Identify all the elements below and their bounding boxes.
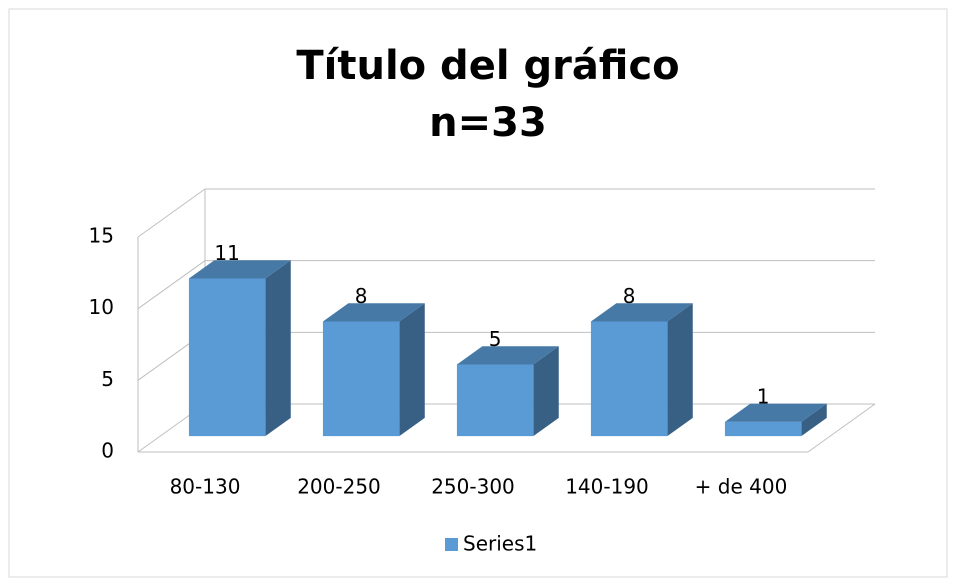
y-tick-label: 15 [89, 224, 114, 248]
floor-right-edge [807, 403, 876, 453]
bar-face [188, 278, 266, 437]
x-tick-label: 80-130 [170, 475, 241, 499]
bar-face [456, 346, 559, 365]
x-tick-label: 200-250 [297, 475, 381, 499]
bar-face [188, 260, 291, 279]
y-tick-label: 5 [101, 367, 114, 391]
legend-label: Series1 [463, 532, 537, 556]
data-label: 8 [623, 284, 636, 308]
data-label: 5 [489, 327, 502, 351]
bar-face [801, 403, 827, 437]
bar-face [724, 403, 827, 422]
bar-face [456, 364, 534, 437]
bar [322, 303, 425, 437]
x-tick-label: + de 400 [695, 475, 788, 499]
bar-face [265, 260, 291, 437]
bar-face [322, 321, 400, 437]
x-tick-label: 140-190 [565, 475, 649, 499]
bar-face [667, 303, 693, 437]
bar [188, 260, 291, 437]
grid-line [137, 260, 206, 310]
y-tick-label: 10 [89, 295, 114, 319]
x-tick-label: 250-300 [431, 475, 515, 499]
y-tick-label: 0 [101, 439, 114, 463]
data-label: 11 [214, 241, 239, 265]
chart-subtitle: n=33 [429, 100, 547, 146]
bar-face [724, 421, 802, 437]
legend-swatch [445, 538, 458, 551]
chart-title: Título del gráfico [296, 43, 679, 89]
bar [456, 346, 559, 437]
data-label: 1 [757, 384, 770, 408]
bar-face [590, 321, 668, 437]
bar [724, 403, 827, 437]
bar-face [533, 346, 559, 437]
bar-face [399, 303, 425, 437]
bar-face [590, 303, 693, 322]
grid-line [137, 188, 206, 238]
bar-face [322, 303, 425, 322]
bar [590, 303, 693, 437]
data-label: 8 [355, 284, 368, 308]
chart-border [8, 8, 948, 578]
